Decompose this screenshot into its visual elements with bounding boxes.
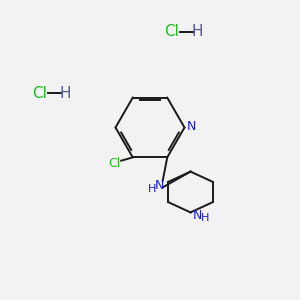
Text: Cl: Cl bbox=[32, 85, 47, 100]
Text: H: H bbox=[201, 213, 210, 223]
Text: Cl: Cl bbox=[164, 24, 179, 39]
Text: H: H bbox=[191, 24, 203, 39]
Text: N: N bbox=[186, 120, 196, 134]
Text: Cl: Cl bbox=[109, 157, 121, 170]
Text: N: N bbox=[192, 209, 202, 222]
Text: N: N bbox=[154, 179, 164, 192]
Text: H: H bbox=[59, 85, 71, 100]
Text: H: H bbox=[148, 184, 156, 194]
